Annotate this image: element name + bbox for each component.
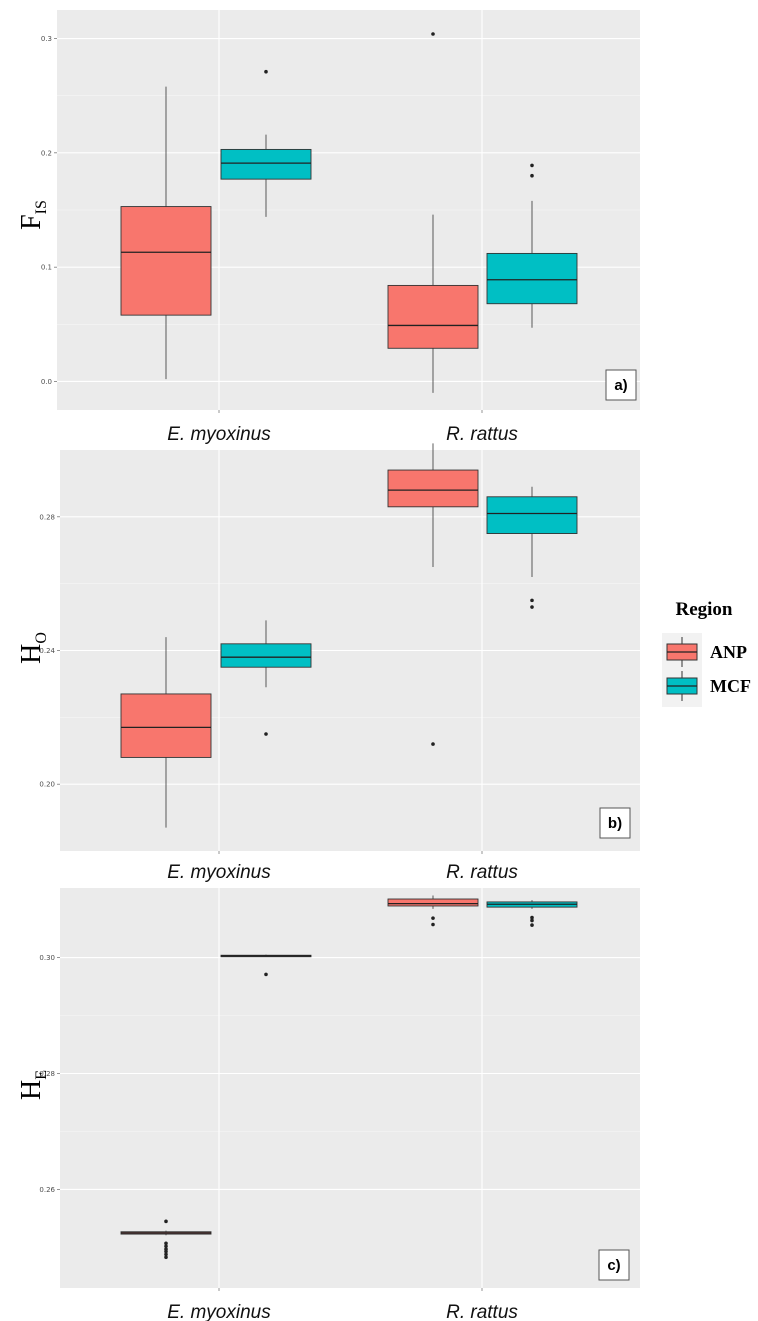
box-mcf-0 bbox=[220, 954, 312, 977]
y-tick-label: 0.30 bbox=[39, 954, 55, 962]
legend-title: Region bbox=[676, 599, 733, 620]
box-anp-1 bbox=[387, 32, 479, 393]
y-axis-label-subscript: O bbox=[33, 632, 50, 644]
y-tick-label: 0.24 bbox=[39, 647, 55, 655]
box-mcf-1 bbox=[486, 486, 578, 609]
panel-label: a) bbox=[614, 377, 627, 394]
box-mcf-0 bbox=[220, 69, 312, 217]
y-axis-label: HO bbox=[16, 632, 50, 664]
y-axis-label: FIS bbox=[16, 200, 50, 230]
y-tick-label: 0.0 bbox=[41, 378, 52, 386]
y-axis-label-main: F bbox=[16, 214, 47, 230]
outlier-point bbox=[431, 742, 435, 746]
outlier-point bbox=[264, 69, 268, 74]
outlier-point bbox=[164, 1241, 168, 1246]
box-anp-0 bbox=[120, 637, 212, 828]
y-axis-label: HE bbox=[16, 1070, 50, 1100]
y-axis-label-main: H bbox=[16, 1080, 47, 1100]
box-anp-0 bbox=[120, 86, 212, 380]
box-mcf-1 bbox=[486, 163, 578, 328]
panel-a: 0.0 0.1 0.2 0.3 E. myoxinus R. rattus a) FIS bbox=[16, 10, 640, 445]
y-tick-label: 0.3 bbox=[41, 35, 52, 43]
box-body bbox=[120, 693, 212, 758]
outlier-point bbox=[530, 163, 534, 168]
x-category-label: R. rattus bbox=[446, 1302, 518, 1321]
outlier-point bbox=[164, 1219, 168, 1224]
legend-entry-label: ANP bbox=[710, 642, 747, 662]
outlier-point bbox=[164, 1247, 168, 1251]
y-tick-label: 0.28 bbox=[39, 513, 55, 521]
outlier-point bbox=[431, 32, 435, 36]
legend: Region ANP MCF bbox=[662, 599, 751, 707]
outlier-point bbox=[264, 972, 268, 977]
panel-label: b) bbox=[608, 815, 622, 832]
plot-background bbox=[60, 888, 640, 1288]
outlier-point bbox=[164, 1255, 168, 1260]
y-tick-label: 0.28 bbox=[39, 1070, 55, 1078]
x-category-label: E. myoxinus bbox=[167, 1302, 271, 1321]
box-body bbox=[387, 284, 479, 349]
x-category-label: E. myoxinus bbox=[167, 424, 271, 445]
outlier-point bbox=[164, 1244, 168, 1249]
y-axis-label-subscript: IS bbox=[33, 200, 50, 214]
y-tick-label: 0.20 bbox=[39, 781, 55, 789]
outlier-point bbox=[530, 918, 534, 923]
panel-c: 0.26 0.28 0.30 E. myoxinus R. rattus c) HE bbox=[16, 888, 640, 1321]
box-body bbox=[387, 898, 479, 907]
outlier-point bbox=[431, 922, 435, 927]
box-anp-1 bbox=[387, 443, 479, 746]
box-mcf-1 bbox=[486, 900, 578, 927]
x-category-label: E. myoxinus bbox=[167, 862, 271, 883]
legend-entry-label: MCF bbox=[710, 676, 751, 696]
y-tick-label: 0.2 bbox=[41, 149, 52, 157]
x-category-label: R. rattus bbox=[446, 862, 518, 883]
box-body bbox=[387, 469, 479, 508]
y-tick-label: 0.26 bbox=[39, 1186, 55, 1194]
box-anp-0 bbox=[120, 1219, 212, 1260]
x-category-label: R. rattus bbox=[446, 424, 518, 445]
y-axis-label-subscript: E bbox=[33, 1070, 50, 1080]
panel-label: c) bbox=[607, 1257, 620, 1274]
box-mcf-0 bbox=[220, 620, 312, 736]
outlier-point bbox=[264, 732, 268, 736]
outlier-point bbox=[431, 916, 435, 920]
box-body bbox=[486, 252, 578, 305]
outlier-point bbox=[530, 915, 534, 920]
y-tick-label: 0.1 bbox=[41, 264, 52, 272]
y-axis-label-main: H bbox=[16, 644, 47, 664]
panel-b: 0.20 0.24 0.28 E. myoxinus R. rattus b) HO bbox=[16, 443, 640, 883]
box-body bbox=[220, 643, 312, 668]
panel-label-box bbox=[605, 369, 637, 401]
outlier-point bbox=[530, 923, 534, 927]
outlier-point bbox=[530, 173, 534, 178]
panel-label-box bbox=[599, 807, 631, 839]
outlier-point bbox=[164, 1252, 168, 1257]
box-anp-1 bbox=[387, 895, 479, 927]
panel-label-box bbox=[598, 1249, 630, 1281]
box-body bbox=[120, 206, 212, 316]
outlier-point bbox=[530, 598, 534, 603]
box-body bbox=[220, 148, 312, 180]
box-body bbox=[486, 496, 578, 534]
outlier-point bbox=[530, 605, 534, 609]
